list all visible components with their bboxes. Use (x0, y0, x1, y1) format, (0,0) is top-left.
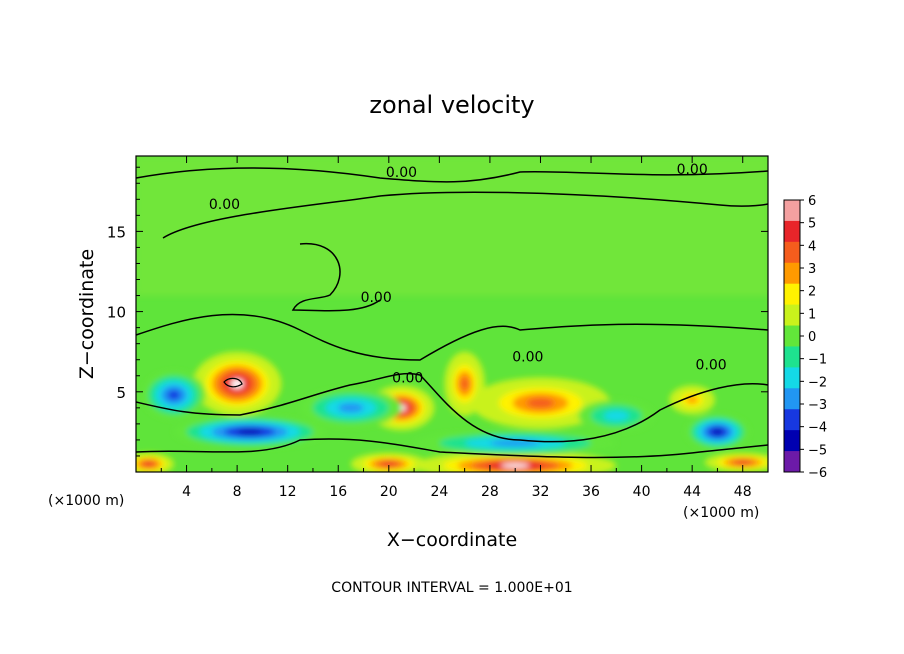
colorbar-swatch (784, 262, 800, 285)
negative-velocity-blob (167, 390, 181, 400)
zero-contour-line (162, 191, 769, 239)
x-unit-right: (×1000 m) (683, 505, 759, 521)
colorbar-swatch (784, 220, 800, 243)
positive-velocity-blob (526, 397, 555, 409)
contour-label: 0.00 (512, 350, 543, 366)
positive-velocity-blob (144, 462, 153, 466)
colorbar-swatch (784, 451, 800, 473)
positive-velocity-blob (686, 396, 698, 404)
x-tick-label: 12 (279, 484, 297, 500)
colorbar-swatch (784, 304, 800, 327)
contour-label: 0.00 (386, 165, 417, 181)
colorbar-swatch (784, 430, 800, 452)
contour-label: 0.00 (361, 290, 392, 306)
y-tick-label: 10 (107, 304, 126, 322)
colorbar-label: 4 (808, 239, 816, 254)
colorbar-label: −3 (808, 398, 827, 413)
colorbar-label: −5 (808, 443, 827, 458)
x-tick-label: 24 (430, 484, 448, 500)
x-tick-label: 28 (481, 484, 499, 500)
contour-label: 0.00 (209, 197, 240, 213)
contour-label: 0.00 (677, 162, 708, 178)
negative-velocity-blob (338, 403, 364, 413)
heatmap-field (136, 156, 768, 472)
colorbar-label: −2 (808, 375, 827, 390)
x-tick-label: 44 (683, 484, 701, 500)
negative-velocity-blob (712, 428, 723, 435)
negative-velocity-blob (603, 410, 629, 422)
colorbar-swatch (784, 367, 800, 389)
contour-label: 0.00 (392, 370, 423, 386)
y-axis-label: Z−coordinate (76, 249, 98, 379)
contour-labels: 0.00 0.00 0.00 0.00 0.00 0.00 0.00 (209, 162, 727, 387)
colorbar-label: −4 (808, 421, 827, 436)
closed-contour-loop (223, 377, 243, 388)
zero-contours (135, 167, 769, 459)
colorbar-swatch (784, 325, 800, 347)
positive-velocity-blob (460, 377, 469, 391)
colorbar-label: 3 (808, 262, 816, 277)
colorbar-label: 1 (808, 307, 816, 322)
x-tick-label: 16 (329, 484, 347, 500)
colorbar-label: −6 (808, 466, 827, 481)
colorbar-swatch (784, 346, 800, 368)
plot-frame (135, 155, 769, 473)
x-tick-label: 20 (380, 484, 398, 500)
x-unit-left: (×1000 m) (48, 493, 124, 509)
colorbar-label: 0 (808, 330, 816, 345)
positive-velocity-blob (736, 460, 750, 464)
x-tick-label: 48 (734, 484, 752, 500)
zero-contour-line (135, 167, 769, 183)
colorbar-label: 5 (808, 217, 816, 232)
x-axis-ticks: 4 8 12 16 20 24 28 32 36 40 44 48 (160, 156, 752, 500)
zero-contour-line (291, 243, 381, 312)
x-tick-label: 40 (633, 484, 651, 500)
colorbar-swatch (784, 388, 800, 410)
upper-layer-tint (136, 156, 768, 296)
x-tick-label: 36 (582, 484, 600, 500)
positive-velocity-blob (500, 463, 530, 468)
y-axis-ticks: 5 10 15 (107, 166, 768, 457)
contour-label: 0.00 (696, 358, 727, 374)
positive-velocity-blob (382, 462, 396, 466)
zero-contour-line (135, 313, 769, 361)
colorbar-label: 2 (808, 285, 816, 300)
colorbar-swatch (784, 283, 800, 306)
chart-title: zonal velocity (369, 91, 534, 119)
colorbar-swatch (784, 200, 800, 222)
x-axis-label: X−coordinate (387, 529, 517, 551)
plot-area: 0.00 0.00 0.00 0.00 0.00 0.00 0.00 (135, 155, 769, 473)
colorbar: 6 5 4 3 2 1 0 −1 −2 −3 −4 −5 −6 (783, 194, 827, 481)
zero-contour-line (135, 438, 769, 459)
x-tick-label: 8 (233, 484, 242, 500)
y-tick-label: 5 (116, 384, 126, 402)
negative-velocity-blob (489, 439, 541, 447)
colorbar-swatch (784, 409, 800, 431)
colorbar-label: 6 (808, 194, 816, 209)
negative-velocity-blob (237, 429, 263, 435)
contour-interval-note: CONTOUR INTERVAL = 1.000E+01 (331, 580, 572, 596)
colorbar-label: −1 (808, 353, 827, 368)
y-tick-label: 15 (107, 223, 126, 241)
x-tick-label: 32 (532, 484, 550, 500)
colorbar-swatch (784, 241, 800, 264)
x-tick-label: 4 (182, 484, 191, 500)
zero-contour-line (135, 372, 769, 443)
